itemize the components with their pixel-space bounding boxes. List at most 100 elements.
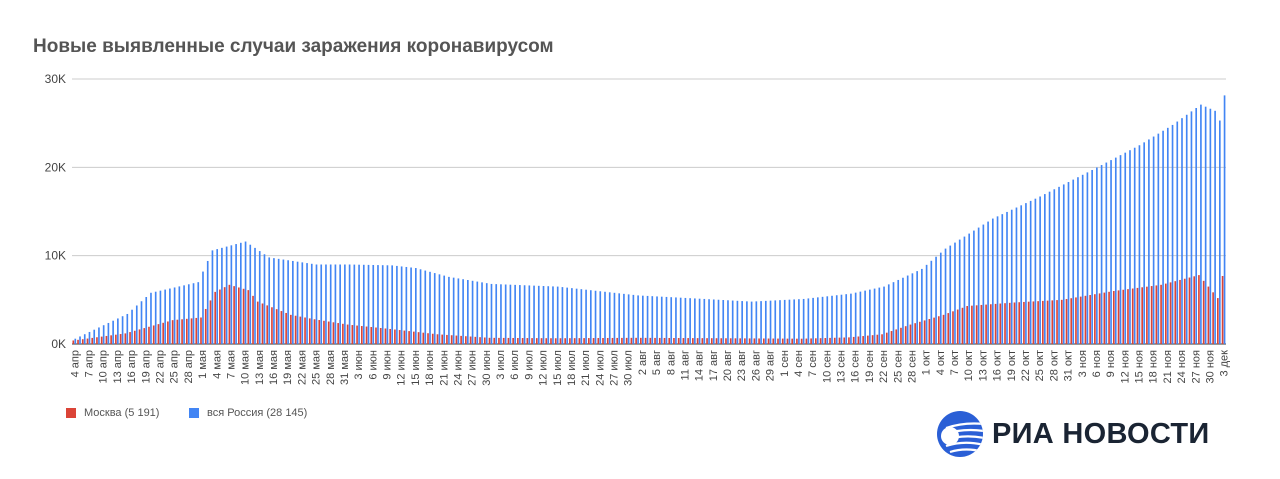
bar-moscow — [455, 335, 458, 344]
x-tick-label: 3 дек — [1219, 350, 1231, 377]
bar-moscow — [1008, 302, 1011, 344]
bar-moscow — [1212, 292, 1214, 344]
x-tick-label: 25 окт — [1034, 350, 1046, 381]
bar-moscow — [517, 338, 519, 344]
bar-russia — [542, 286, 545, 344]
bar-russia — [1096, 167, 1098, 344]
bar-russia — [485, 283, 488, 344]
bar-moscow — [256, 301, 259, 344]
bar-russia — [589, 290, 592, 344]
x-tick-label: 4 окт — [935, 350, 947, 375]
bar-russia — [930, 260, 933, 344]
bar-moscow — [1141, 287, 1143, 344]
bar-moscow — [346, 324, 349, 344]
bar-moscow — [843, 337, 846, 344]
bar-russia — [921, 268, 923, 344]
bar-russia — [230, 245, 233, 344]
bar-moscow — [138, 329, 141, 344]
bar-russia — [178, 286, 181, 344]
x-tick-label: 13 мая — [254, 350, 266, 385]
bar-russia — [1039, 196, 1041, 344]
bar-russia — [471, 280, 474, 344]
bar-russia — [736, 300, 739, 344]
bar-moscow — [583, 338, 585, 344]
bar-moscow — [947, 313, 950, 344]
bar-russia — [1020, 205, 1023, 344]
bar-moscow — [677, 338, 680, 344]
x-tick-label: 16 апр — [126, 350, 138, 383]
bar-russia — [575, 288, 578, 344]
x-tick-label: 18 июн — [424, 350, 436, 386]
bar-moscow — [559, 338, 562, 344]
bar-moscow — [729, 338, 732, 344]
bar-moscow — [640, 337, 642, 344]
bar-russia — [869, 289, 871, 344]
bar-russia — [1148, 139, 1150, 344]
bar-russia — [717, 299, 720, 344]
x-tick-label: 12 июн — [396, 350, 408, 386]
bar-moscow — [658, 337, 661, 344]
x-tick-label: 13 окт — [977, 350, 989, 381]
bar-russia — [145, 297, 148, 344]
bar-moscow — [535, 338, 538, 344]
bar-moscow — [195, 317, 198, 344]
bar-moscow — [266, 305, 269, 344]
bar-moscow — [327, 321, 330, 344]
bar-russia — [504, 284, 507, 344]
bar-moscow — [1065, 299, 1068, 344]
bar-russia — [254, 247, 256, 344]
bar-moscow — [1127, 289, 1129, 344]
bar-moscow — [597, 338, 600, 344]
bar-russia — [202, 271, 204, 344]
bar-russia — [1214, 110, 1216, 344]
bar-russia — [1025, 203, 1027, 344]
bar-russia — [348, 264, 351, 344]
bar-moscow — [904, 326, 907, 344]
x-tick-label: 19 сен — [864, 350, 876, 383]
bar-moscow — [1183, 278, 1186, 344]
x-tick-label: 30 июн — [481, 350, 493, 386]
bar-russia — [887, 284, 890, 344]
bar-moscow — [781, 338, 784, 344]
bar-russia — [121, 316, 124, 344]
bar-moscow — [427, 333, 429, 344]
bar-russia — [306, 263, 308, 344]
bar-russia — [372, 264, 375, 344]
bar-moscow — [569, 338, 571, 344]
bar-russia — [944, 248, 947, 344]
bar-moscow — [129, 332, 131, 344]
bar-russia — [528, 285, 531, 344]
bar-moscow — [758, 338, 760, 344]
x-tick-label: 7 мая — [225, 350, 237, 379]
bar-moscow — [271, 307, 273, 344]
bar-russia — [571, 288, 573, 344]
bar-moscow — [748, 338, 751, 344]
bar-moscow — [394, 329, 396, 344]
bar-moscow — [980, 304, 983, 344]
bar-moscow — [564, 338, 566, 344]
bar-moscow — [649, 337, 652, 344]
x-tick-label: 1 сен — [779, 350, 791, 377]
x-tick-label: 15 июн — [410, 350, 422, 386]
bar-russia — [760, 301, 762, 344]
bar-russia — [131, 309, 133, 344]
x-tick-label: 28 окт — [1048, 350, 1060, 381]
bar-moscow — [115, 334, 117, 344]
bar-russia — [1124, 152, 1127, 344]
bar-russia — [854, 292, 857, 344]
bar-moscow — [252, 295, 254, 344]
bar-moscow — [739, 338, 741, 344]
bar-russia — [424, 270, 427, 344]
bar-moscow — [119, 334, 122, 344]
bar-russia — [916, 271, 918, 344]
bar-russia — [826, 296, 829, 344]
bar-moscow — [654, 337, 656, 344]
bar-russia — [169, 288, 171, 344]
bar-russia — [627, 294, 630, 344]
bar-moscow — [323, 320, 325, 344]
bar-moscow — [507, 337, 510, 344]
bar-moscow — [521, 338, 524, 344]
bar-moscow — [342, 323, 344, 344]
bar-moscow — [1042, 300, 1044, 344]
bar-russia — [117, 318, 119, 344]
